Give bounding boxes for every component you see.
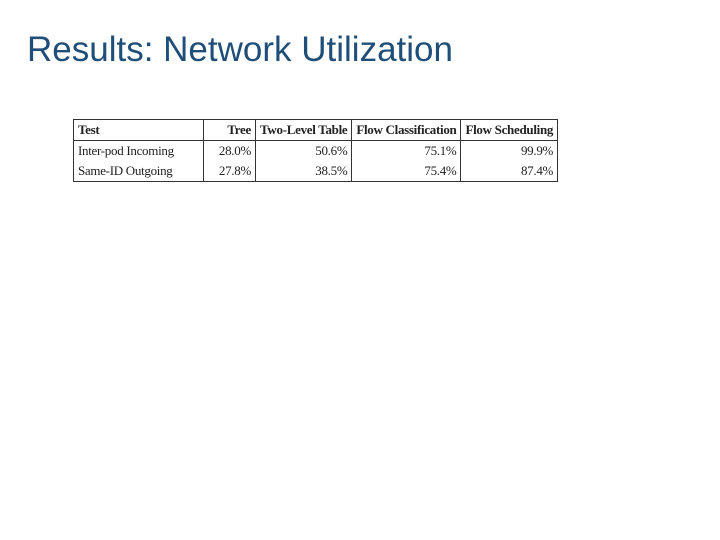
results-table: Test Tree Two-Level Table Flow Classificati… <box>73 119 559 182</box>
column-header: Flow Scheduling <box>460 119 559 141</box>
table-cell: 75.1% <box>351 140 462 161</box>
table-cell: 87.4% <box>460 161 559 182</box>
table-cell: 27.8% <box>203 161 256 182</box>
column-header: Two-Level Table <box>254 119 353 141</box>
column-header: Test <box>73 119 204 141</box>
table-cell: Inter-pod Incoming <box>73 140 204 161</box>
table-cell: 38.5% <box>254 161 353 182</box>
table-cell: 50.6% <box>254 140 353 161</box>
table-cell: 28.0% <box>203 140 256 161</box>
header-row: Test Tree Two-Level Table Flow Classificati… <box>73 119 559 141</box>
table-header: Test Tree Two-Level Table Flow Classificati… <box>73 119 559 141</box>
table-row: Inter-pod Incoming 28.0% 50.6% 75.1% 99.9% <box>73 140 559 161</box>
table-cell: 99.9% <box>460 140 559 161</box>
slide-title: Results: Network Utilization <box>27 30 453 69</box>
column-header: Tree <box>203 119 256 141</box>
table-cell: Same-ID Outgoing <box>73 161 204 182</box>
table-row: Same-ID Outgoing 27.8% 38.5% 75.4% 87.4% <box>73 161 559 182</box>
column-header: Flow Classification <box>351 119 462 141</box>
table-body: Inter-pod Incoming 28.0% 50.6% 75.1% 99.9% Sa… <box>73 140 559 182</box>
table-cell: 75.4% <box>351 161 462 182</box>
